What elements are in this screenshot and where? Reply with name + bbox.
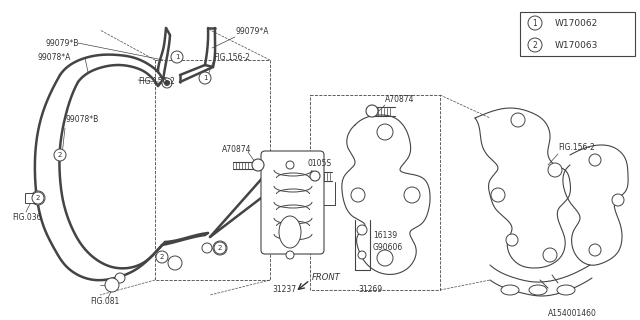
Circle shape <box>157 252 167 262</box>
Circle shape <box>162 78 172 88</box>
Circle shape <box>105 278 119 292</box>
Text: 2: 2 <box>36 195 40 201</box>
Circle shape <box>404 187 420 203</box>
Text: A70874: A70874 <box>222 146 252 155</box>
Text: W170062: W170062 <box>555 19 598 28</box>
Circle shape <box>31 191 45 205</box>
Circle shape <box>612 194 624 206</box>
Ellipse shape <box>557 285 575 295</box>
Text: 16139: 16139 <box>373 230 397 239</box>
Circle shape <box>286 251 294 259</box>
Text: W170063: W170063 <box>555 41 598 50</box>
Text: FRONT: FRONT <box>312 274 340 283</box>
Bar <box>25 193 38 203</box>
Circle shape <box>214 242 226 254</box>
Circle shape <box>377 250 393 266</box>
Text: 2: 2 <box>532 41 538 50</box>
Circle shape <box>491 188 505 202</box>
Circle shape <box>528 38 542 52</box>
Circle shape <box>589 244 601 256</box>
Circle shape <box>164 81 170 85</box>
Circle shape <box>202 243 212 253</box>
Ellipse shape <box>501 285 519 295</box>
Circle shape <box>171 51 183 63</box>
Circle shape <box>366 105 378 117</box>
Bar <box>310 95 440 290</box>
Text: 31237: 31237 <box>272 285 296 294</box>
FancyBboxPatch shape <box>261 151 324 254</box>
Circle shape <box>358 251 366 259</box>
Circle shape <box>54 149 66 161</box>
Text: FIG.156-2: FIG.156-2 <box>138 77 175 86</box>
Text: A154001460: A154001460 <box>548 308 597 317</box>
Circle shape <box>156 251 168 263</box>
Text: 1: 1 <box>203 75 207 81</box>
Bar <box>155 60 270 280</box>
Circle shape <box>252 159 264 171</box>
Circle shape <box>543 248 557 262</box>
Circle shape <box>377 124 393 140</box>
Circle shape <box>506 234 518 246</box>
Circle shape <box>310 171 320 181</box>
Text: FIG.156-2: FIG.156-2 <box>213 53 250 62</box>
Circle shape <box>213 241 227 255</box>
Text: G90606: G90606 <box>373 244 403 252</box>
Text: 2: 2 <box>218 245 222 251</box>
Text: 2: 2 <box>160 254 164 260</box>
Circle shape <box>32 192 44 204</box>
Circle shape <box>351 188 365 202</box>
Circle shape <box>286 161 294 169</box>
Ellipse shape <box>279 216 301 248</box>
Text: 1: 1 <box>175 54 179 60</box>
Text: A70874: A70874 <box>385 95 415 105</box>
Circle shape <box>511 113 525 127</box>
Circle shape <box>199 72 211 84</box>
Text: 1: 1 <box>532 19 538 28</box>
Text: FIG.081: FIG.081 <box>90 298 119 307</box>
Circle shape <box>115 273 125 283</box>
Text: 0105S: 0105S <box>308 158 332 167</box>
Text: 99079*B: 99079*B <box>45 38 78 47</box>
Text: 2: 2 <box>58 152 62 158</box>
Text: FIG.156-2: FIG.156-2 <box>558 143 595 153</box>
Circle shape <box>168 256 182 270</box>
Ellipse shape <box>529 285 547 295</box>
Circle shape <box>548 163 562 177</box>
Text: FIG.036: FIG.036 <box>12 213 42 222</box>
Text: 99078*A: 99078*A <box>38 53 72 62</box>
Circle shape <box>589 154 601 166</box>
Circle shape <box>357 225 367 235</box>
Bar <box>520 12 635 56</box>
Circle shape <box>528 16 542 30</box>
Text: 31269: 31269 <box>358 285 382 294</box>
Text: 99079*A: 99079*A <box>235 28 269 36</box>
Text: 99078*B: 99078*B <box>65 116 99 124</box>
